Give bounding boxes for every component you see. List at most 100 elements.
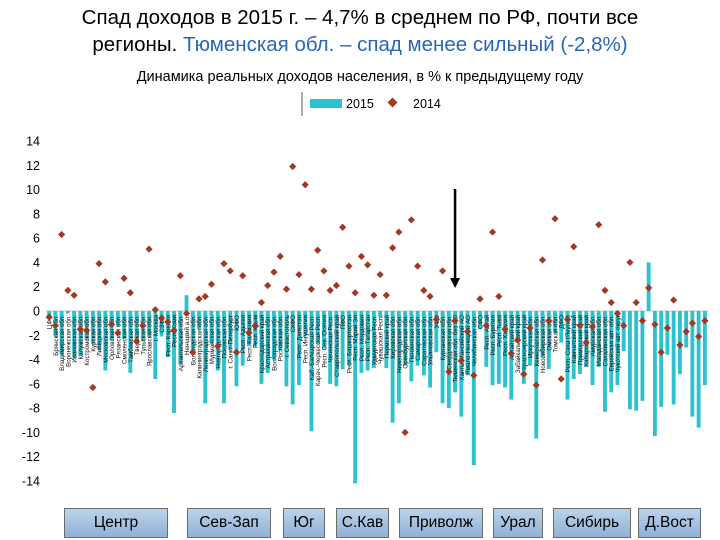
category-label: Иркутская обл. xyxy=(528,315,535,358)
category-label: ПФО xyxy=(340,315,347,329)
marker-2014 xyxy=(507,349,515,358)
bar-2015 xyxy=(590,311,595,386)
bar-2015 xyxy=(690,311,695,417)
bar-2015 xyxy=(396,311,401,404)
region-box-center: Центр xyxy=(64,508,168,538)
bar-2015 xyxy=(415,311,420,366)
y-tick-label: -8 xyxy=(29,402,40,416)
category-label: Респ. Алтай xyxy=(484,314,491,349)
marker-2014 xyxy=(657,348,665,356)
bar-2015 xyxy=(240,311,245,366)
bar-2015 xyxy=(134,311,139,343)
marker-2014 xyxy=(513,336,522,344)
marker-2014 xyxy=(401,428,409,437)
region-box-volga: Приволж xyxy=(399,508,483,538)
marker-2014 xyxy=(407,216,415,224)
category-label: Респ. Адыгея xyxy=(240,315,247,353)
marker-2014 xyxy=(295,270,303,279)
marker-2014 xyxy=(632,298,640,307)
bar-2015 xyxy=(321,311,326,349)
category-label: Респ. Ингушетия xyxy=(303,315,310,363)
region-box-south: Юг xyxy=(283,508,325,538)
category-label: Рязанская обл. xyxy=(115,315,122,359)
bar-2015 xyxy=(122,311,126,339)
bar-2015 xyxy=(403,311,408,366)
bar-2015 xyxy=(702,311,707,386)
bar-2015 xyxy=(440,311,445,404)
category-label: Калужская обл. xyxy=(78,315,85,360)
bar-2015 xyxy=(371,311,376,369)
marker-2014 xyxy=(695,332,703,341)
marker-2014 xyxy=(570,243,578,251)
bar-2015 xyxy=(359,311,364,373)
y-tick-label: -14 xyxy=(22,475,40,489)
marker-2014 xyxy=(239,272,247,280)
marker-2014 xyxy=(620,321,628,330)
bar-2015 xyxy=(634,311,639,411)
bar-2015 xyxy=(247,311,251,347)
marker-2014 xyxy=(301,181,309,189)
bar-2015 xyxy=(540,311,545,358)
bar-2015 xyxy=(496,311,501,384)
marker-2014 xyxy=(701,317,709,325)
marker-2014 xyxy=(339,223,347,231)
marker-2014 xyxy=(114,329,122,337)
bar-2015 xyxy=(565,311,570,400)
marker-2014 xyxy=(451,317,459,325)
y-tick-label: 8 xyxy=(33,207,40,221)
category-label: Еврейская авт. обл. xyxy=(609,315,616,372)
bar-2015 xyxy=(315,311,320,344)
bar-2015 xyxy=(578,311,582,375)
legend-marker-2014 xyxy=(387,97,398,108)
category-label: Респ. Тыва xyxy=(496,314,503,346)
category-label: Амурская обл. xyxy=(590,315,597,357)
bar-2015 xyxy=(147,311,151,337)
y-tick-label: 4 xyxy=(33,256,40,270)
marker-2014 xyxy=(107,320,116,328)
marker-2014 xyxy=(420,286,428,294)
marker-2014 xyxy=(170,326,178,335)
marker-2014 xyxy=(51,321,59,330)
legend-label-2015: 2015 xyxy=(346,97,374,111)
marker-2014 xyxy=(607,298,615,307)
marker-2014 xyxy=(413,262,422,270)
category-label: ЦФО xyxy=(47,315,54,329)
marker-2014 xyxy=(488,228,497,236)
marker-2014 xyxy=(214,342,222,350)
category-label: Воронежская обл. xyxy=(65,315,72,367)
category-label: СФО xyxy=(478,315,485,329)
bar-2015 xyxy=(303,311,308,337)
category-label: Курганская обл. xyxy=(440,315,447,361)
marker-2014 xyxy=(582,338,590,347)
bar-2015 xyxy=(365,311,370,371)
category-label: Краснодарский край xyxy=(259,314,266,373)
y-tick-label: 0 xyxy=(33,305,40,319)
marker-2014 xyxy=(282,285,291,293)
bar-2015 xyxy=(334,311,339,387)
category-label: Ивановская обл. xyxy=(72,315,79,363)
bar-2015 xyxy=(696,311,701,428)
bar-2015 xyxy=(353,311,358,484)
category-label: Нижегородская обл. xyxy=(396,315,403,373)
category-label: Орловская обл. xyxy=(109,315,116,360)
marker-2014 xyxy=(226,267,234,275)
chart-title: Динамика реальных доходов населения, в %… xyxy=(136,69,584,85)
category-label: Ленинградская обл. xyxy=(203,315,210,372)
marker-2014 xyxy=(645,284,653,292)
y-tick-label: 14 xyxy=(26,135,40,149)
marker-2014 xyxy=(370,291,378,299)
marker-2014 xyxy=(682,328,690,336)
category-label: Тюменская обл. без АО xyxy=(453,315,460,383)
category-label: Респ. Марий Эл xyxy=(353,315,360,361)
category-label: Чукотский авт. округ xyxy=(615,314,622,372)
marker-2014 xyxy=(45,313,53,321)
bar-2015 xyxy=(628,311,632,410)
category-label: Липецкая обл. xyxy=(97,315,104,357)
y-tick-label: 6 xyxy=(33,232,40,246)
bar-2015 xyxy=(528,311,532,366)
category-label: Ханты-Мансийский АО xyxy=(459,315,466,381)
bar-2015 xyxy=(278,311,283,352)
marker-2014 xyxy=(364,261,372,269)
marker-2014 xyxy=(688,319,696,327)
y-tick-label: 2 xyxy=(33,280,40,294)
